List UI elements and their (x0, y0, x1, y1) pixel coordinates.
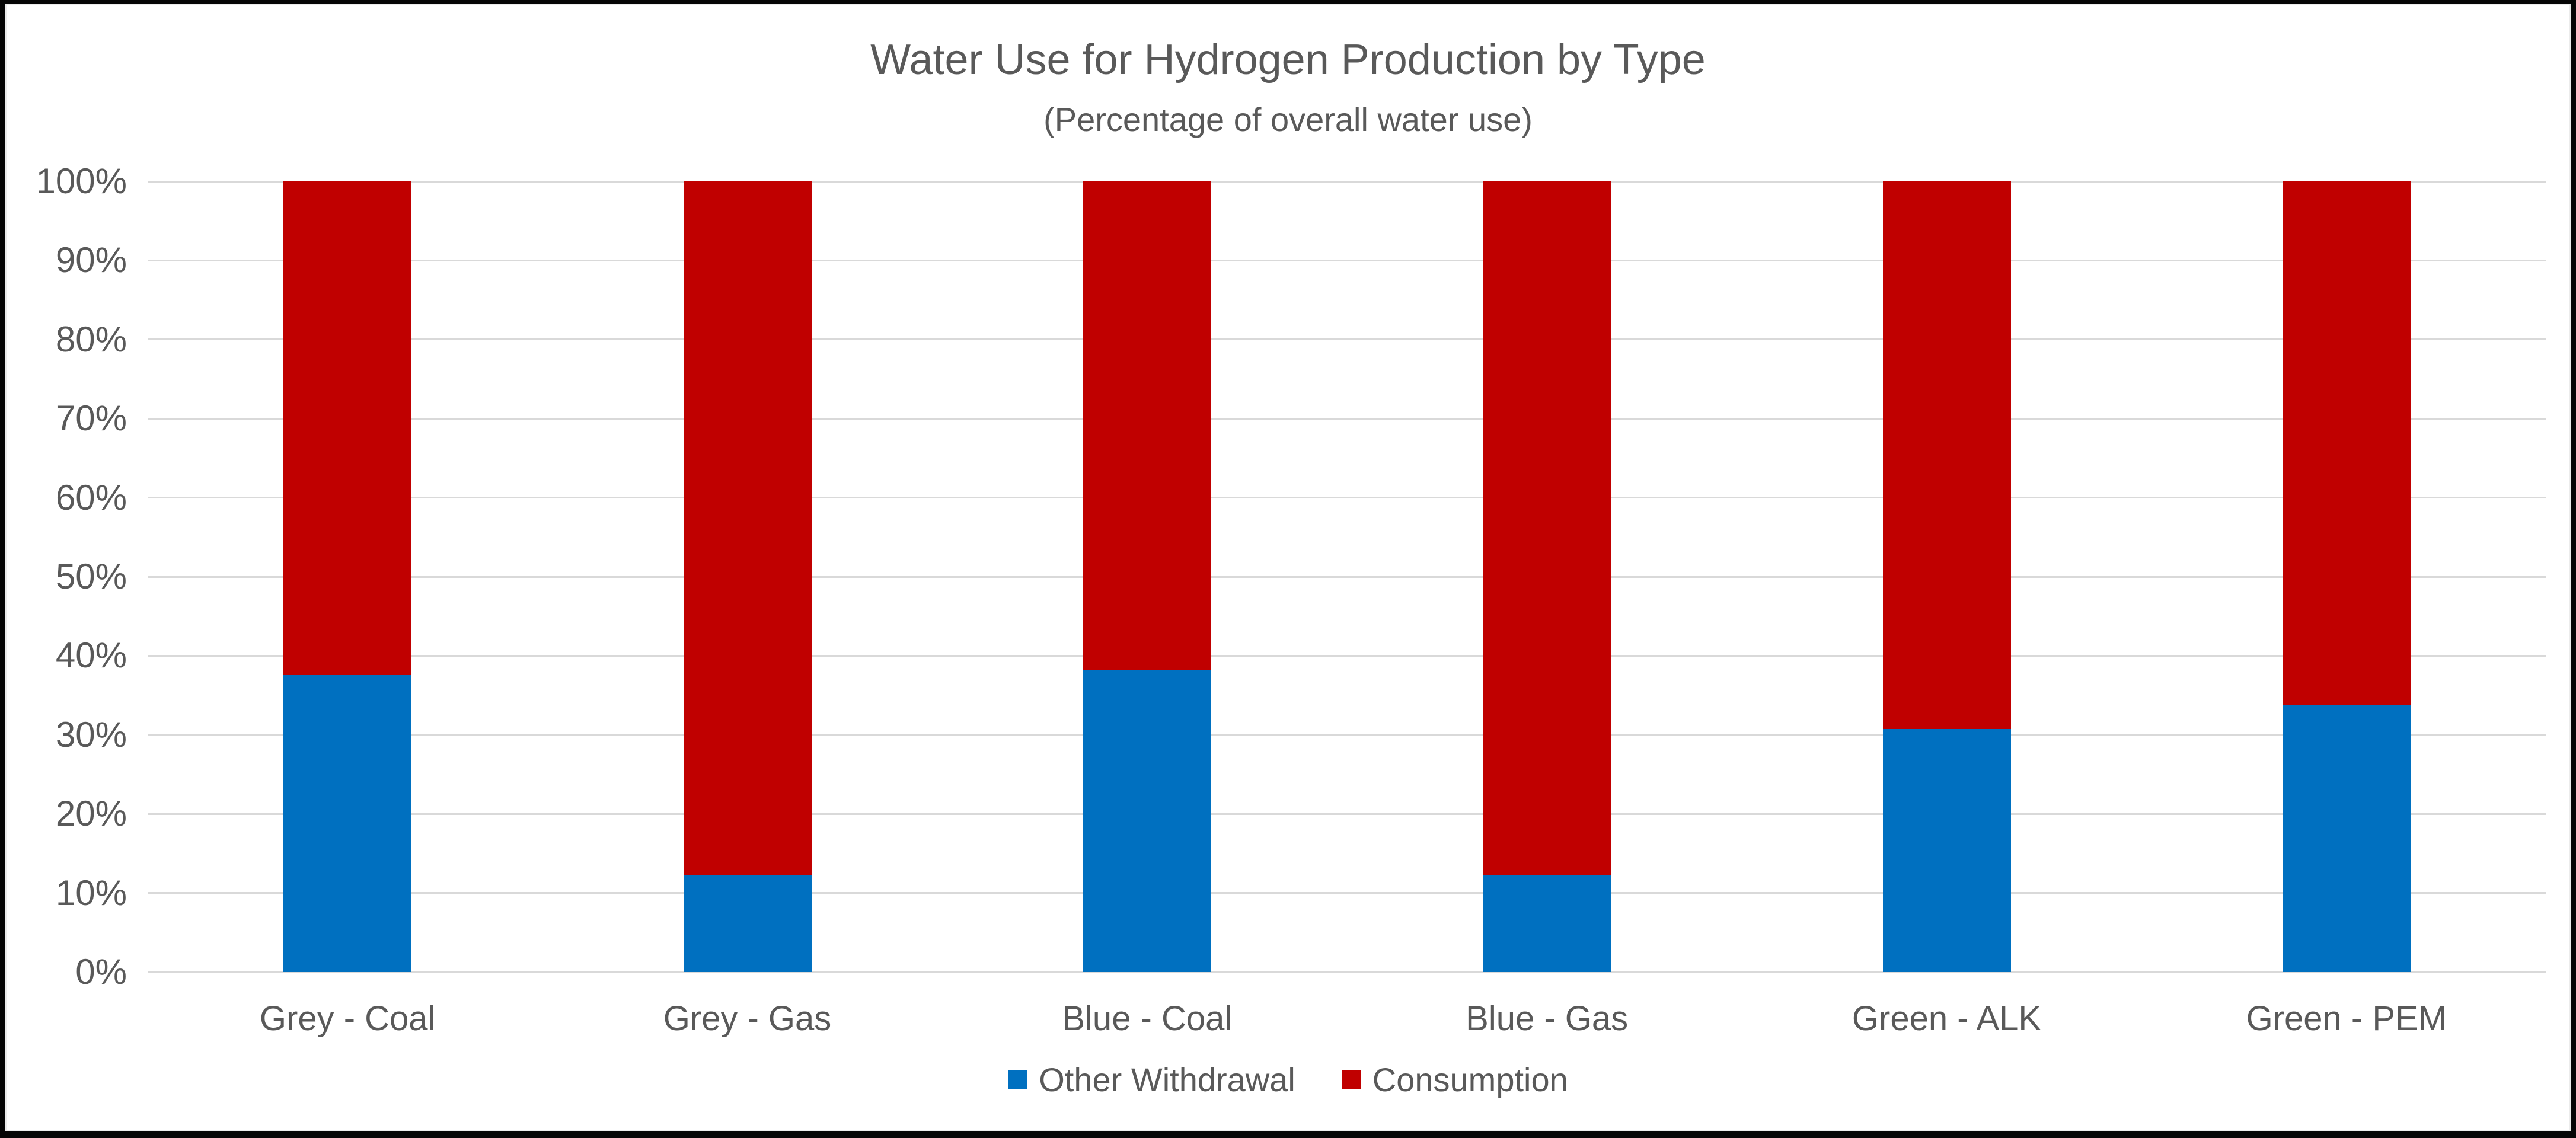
segment-consumption (683, 181, 812, 875)
segment-consumption (1882, 181, 2011, 730)
segment-other-withdrawal (683, 874, 812, 972)
x-tick-label-blue-gas: Blue - Gas (1466, 999, 1629, 1038)
y-tick-label-100%: 100% (36, 161, 127, 201)
gridline-60% (148, 497, 2546, 499)
x-tick-label-blue-coal: Blue - Coal (1062, 999, 1233, 1038)
legend-item-consumption: Consumption (1341, 1060, 1568, 1099)
segment-other-withdrawal (1083, 670, 1211, 972)
gridline-30% (148, 734, 2546, 736)
x-tick-label-green-alk: Green - ALK (1852, 999, 2042, 1038)
y-tick-label-70%: 70% (55, 398, 127, 439)
gridline-90% (148, 259, 2546, 261)
x-tick-label-grey-gas: Grey - Gas (663, 999, 832, 1038)
bar-green-alk (1882, 181, 2011, 972)
y-tick-label-30%: 30% (55, 714, 127, 755)
gridline-10% (148, 892, 2546, 894)
segment-other-withdrawal (283, 675, 412, 972)
segment-consumption (2282, 181, 2411, 706)
legend-item-other-withdrawal: Other Withdrawal (1008, 1060, 1295, 1099)
chart-title: Water Use for Hydrogen Production by Typ… (870, 36, 1706, 84)
gridline-20% (148, 813, 2546, 815)
y-tick-label-0%: 0% (75, 952, 127, 992)
bar-grey-coal (283, 181, 412, 972)
chart-subtitle: (Percentage of overall water use) (1043, 101, 1533, 138)
gridline-80% (148, 338, 2546, 341)
gridline-40% (148, 654, 2546, 657)
bar-blue-coal (1083, 181, 1211, 972)
segment-other-withdrawal (2282, 705, 2411, 972)
segment-consumption (1483, 181, 1611, 875)
bar-grey-gas (683, 181, 812, 972)
segment-consumption (283, 181, 412, 675)
gridline-70% (148, 417, 2546, 420)
y-tick-label-40%: 40% (55, 635, 127, 676)
gridline-50% (148, 576, 2546, 578)
legend-label-consumption: Consumption (1372, 1060, 1568, 1098)
y-tick-label-20%: 20% (55, 794, 127, 834)
bar-blue-gas (1483, 181, 1611, 972)
legend-swatch-consumption (1341, 1070, 1361, 1089)
legend: Other Withdrawal Consumption (5, 1060, 2571, 1098)
legend-swatch-other-withdrawal (1008, 1070, 1027, 1089)
y-tick-label-50%: 50% (55, 557, 127, 596)
segment-other-withdrawal (1882, 729, 2011, 972)
x-tick-label-grey-coal: Grey - Coal (259, 999, 436, 1038)
y-tick-label-60%: 60% (55, 477, 127, 517)
segment-other-withdrawal (1483, 874, 1611, 972)
y-tick-label-80%: 80% (55, 319, 127, 359)
segment-consumption (1083, 181, 1211, 670)
bar-green-pem (2282, 181, 2411, 972)
gridline-0% (148, 971, 2546, 973)
x-tick-label-green-pem: Green - PEM (2246, 999, 2447, 1038)
gridline-100% (148, 180, 2546, 183)
legend-label-other-withdrawal: Other Withdrawal (1039, 1060, 1295, 1098)
y-tick-label-90%: 90% (55, 240, 127, 280)
y-tick-label-10%: 10% (55, 872, 127, 913)
